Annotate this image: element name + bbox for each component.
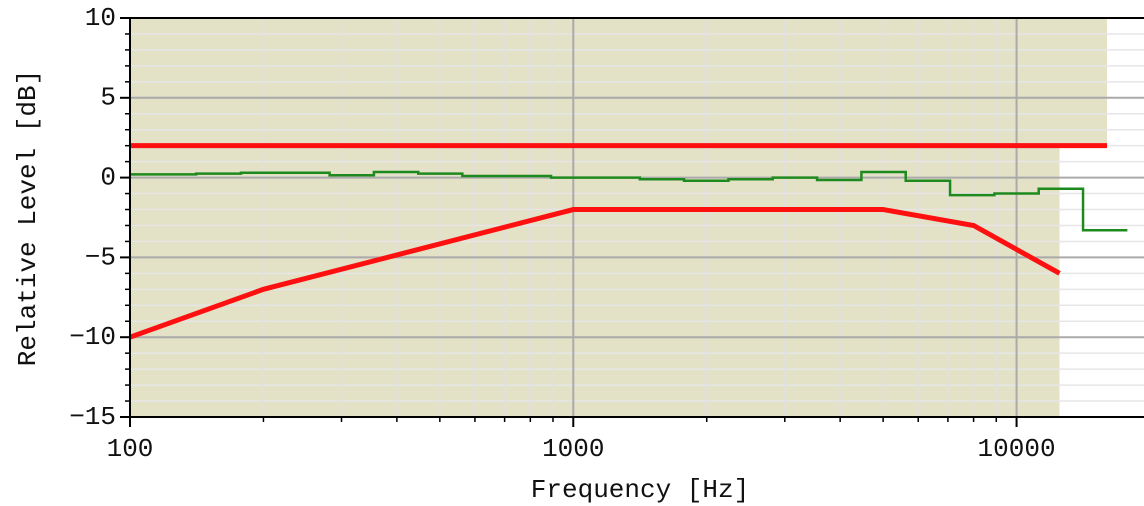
plot [129,143,1128,340]
y-tick-label: 0 [100,162,116,192]
y-tick-label: −5 [85,242,116,272]
axes: −15 −10 −5 0 5 10 100 1000 10000 [69,3,1144,464]
response-line [130,170,1128,232]
grid [129,17,1144,418]
y-tick-label: 10 [85,3,116,33]
x-tick-label: 1000 [542,434,604,464]
y-tick-label: 5 [100,83,116,113]
x-tick-label: 10000 [978,434,1056,464]
shade [130,18,1060,417]
y-tick-label: −10 [69,322,116,352]
tolerance-region [130,18,1108,417]
y-axis-label: Relative Level [dB] [13,70,43,366]
y-tick-label: −15 [69,402,116,432]
limit-line [129,207,1061,340]
x-axis-label: Frequency [Hz] [531,475,749,505]
x-tick-label: 100 [107,434,154,464]
